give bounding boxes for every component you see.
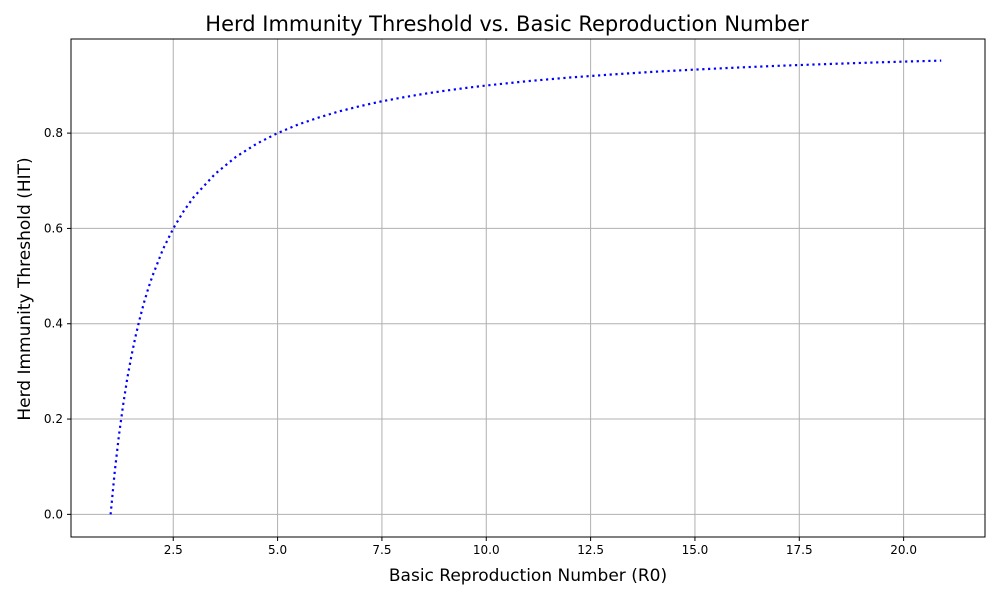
- y-axis-label: Herd Immunity Threshold (HIT): [15, 157, 35, 420]
- grid-lines: [71, 39, 985, 537]
- x-tick-label: 2.5: [164, 543, 183, 557]
- x-tick-label: 12.5: [577, 543, 604, 557]
- x-tick-label: 20.0: [890, 543, 917, 557]
- x-tick-label: 10.0: [473, 543, 500, 557]
- x-tick-label: 7.5: [372, 543, 391, 557]
- y-tick-label: 0.2: [44, 412, 63, 426]
- plot-area-frame: [70, 38, 986, 538]
- x-tick-label: 17.5: [786, 543, 813, 557]
- series-line-hit: [109, 59, 942, 515]
- y-tick-label: 0.4: [44, 317, 63, 331]
- chart-title: Herd Immunity Threshold vs. Basic Reprod…: [205, 12, 809, 36]
- series-layer: [109, 59, 942, 515]
- y-tick-label: 0.8: [44, 126, 63, 140]
- x-axis-label: Basic Reproduction Number (R0): [389, 566, 667, 586]
- y-tick-label: 0.6: [44, 221, 63, 235]
- axis-ticks: 2.5 5.0 7.5 10.0 12.5 15.0 17.5 20.0 0.0 0.2 0.4 0.…: [44, 126, 917, 557]
- x-tick-label: 5.0: [268, 543, 287, 557]
- x-tick-label: 15.0: [682, 543, 709, 557]
- y-tick-label: 0.0: [44, 507, 63, 521]
